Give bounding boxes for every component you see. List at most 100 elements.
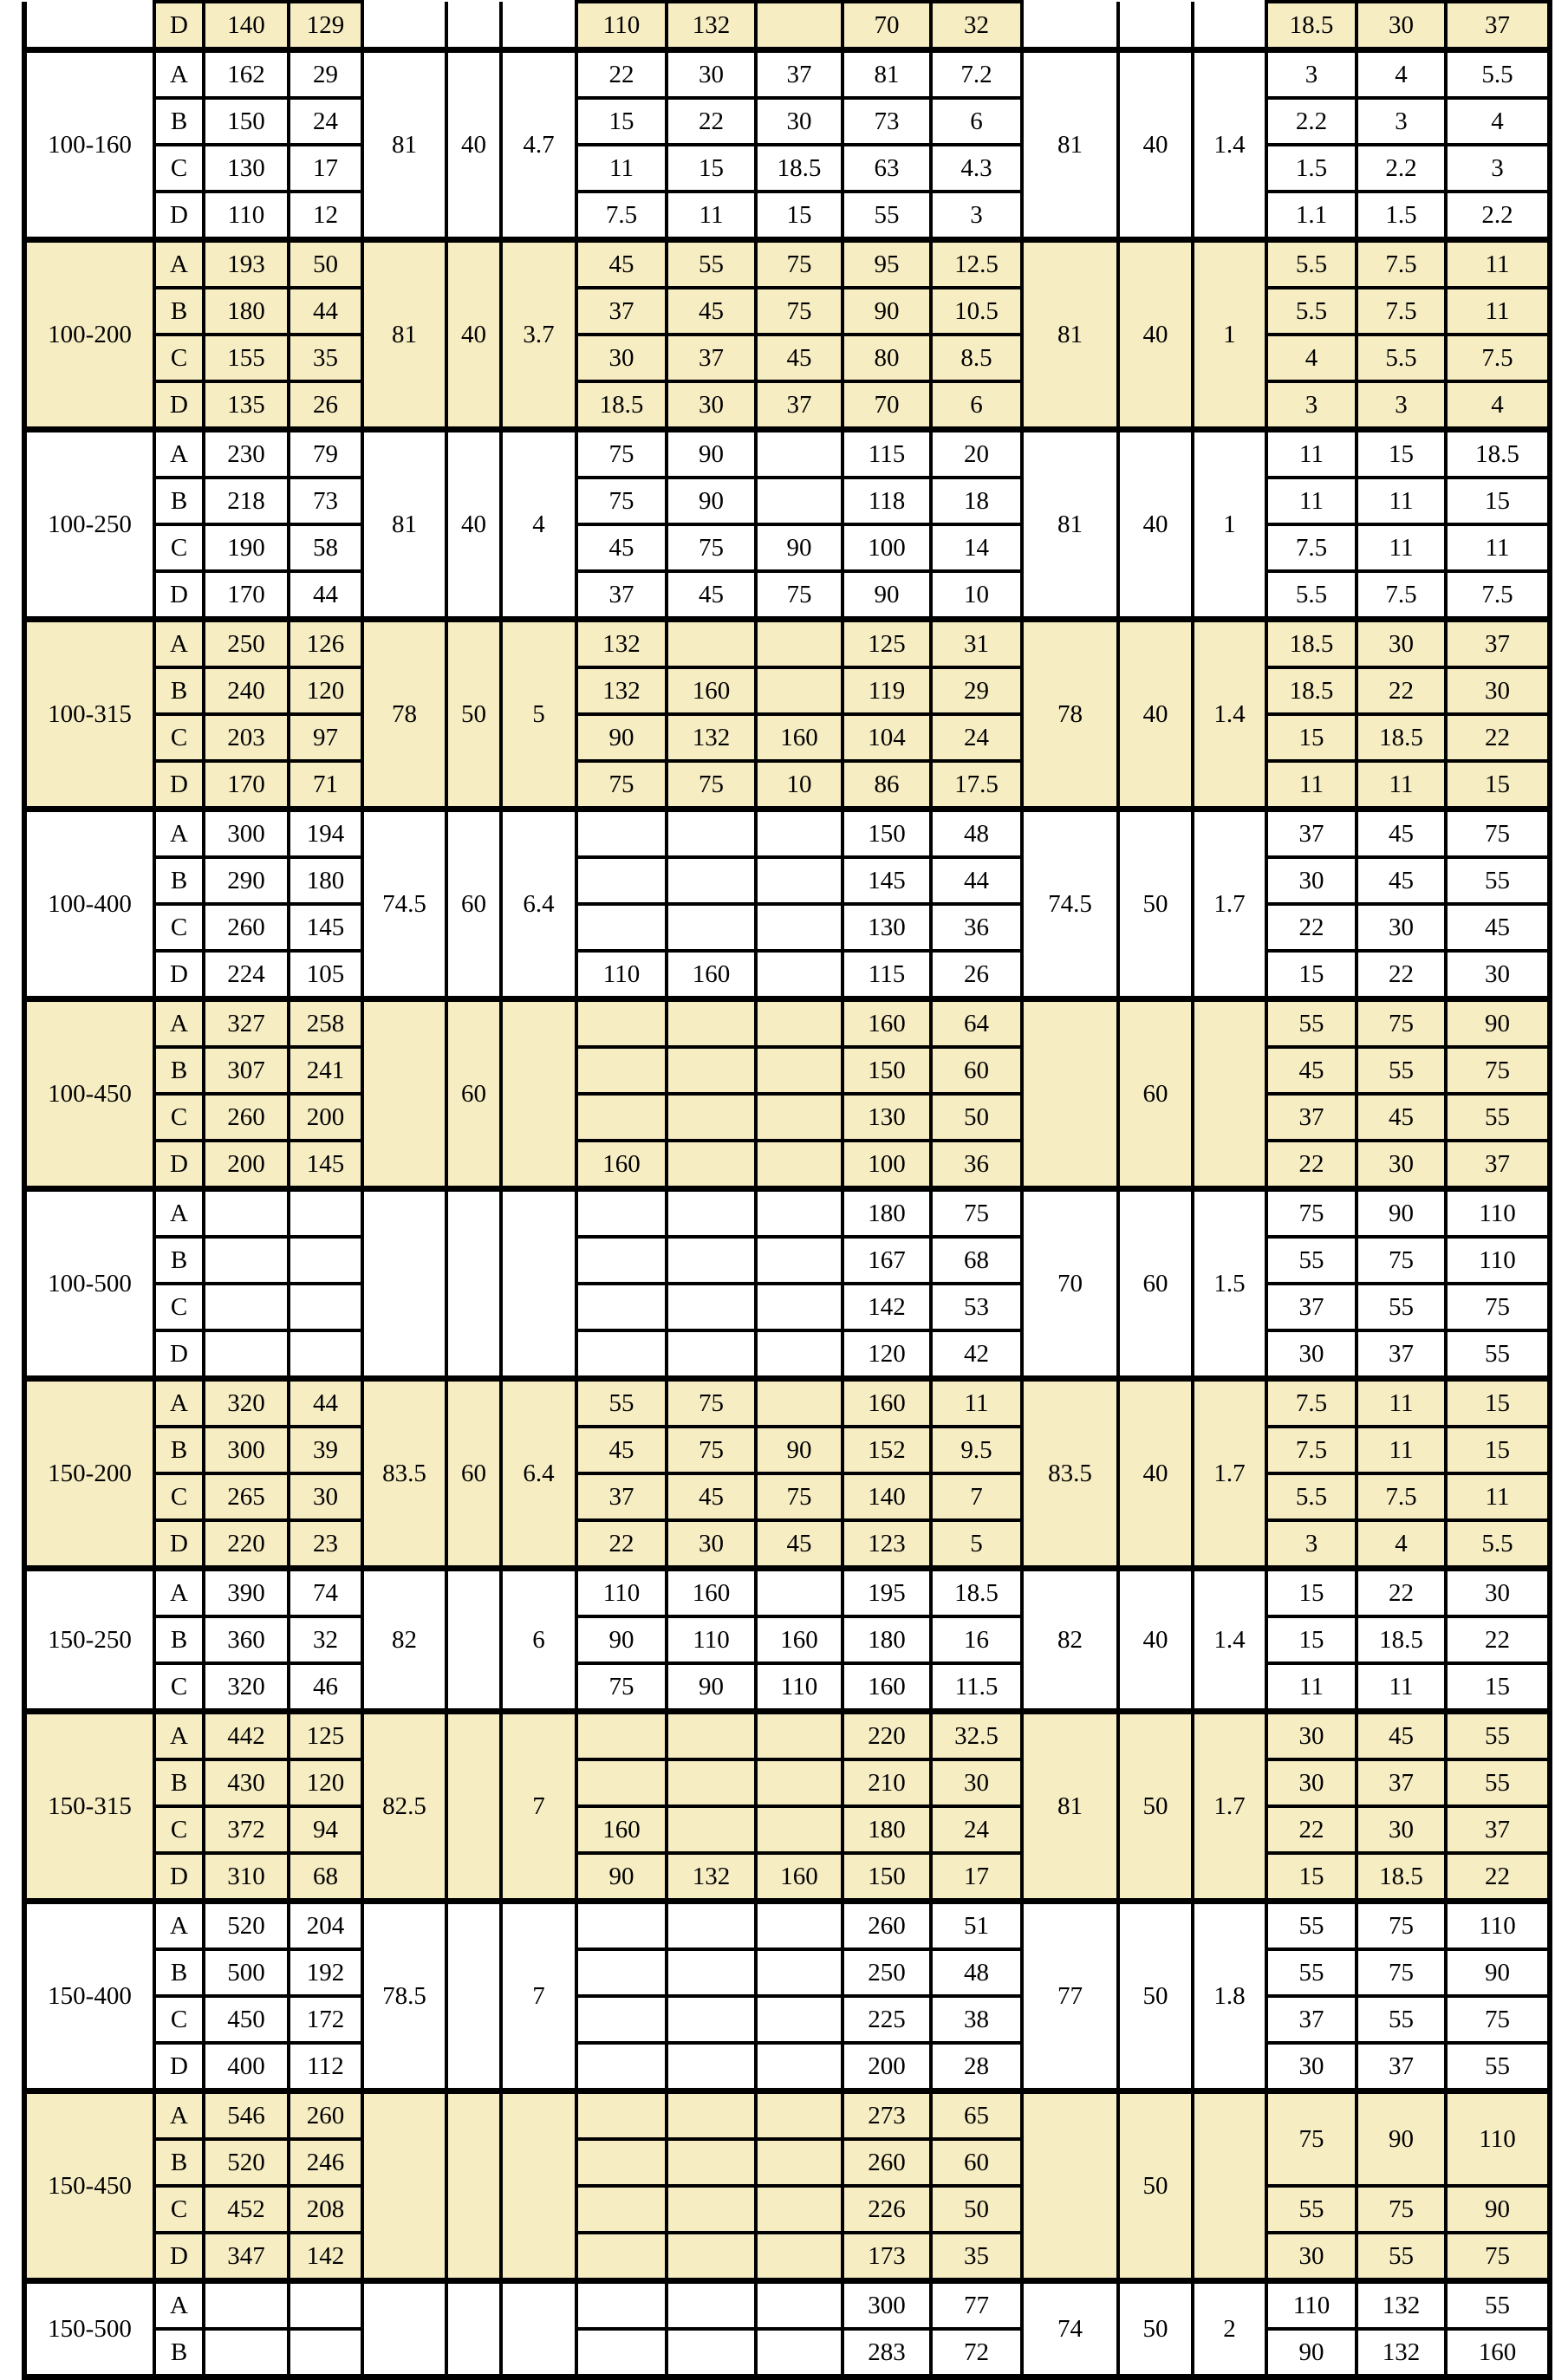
value-cell: 7.5 xyxy=(1355,1472,1448,1522)
variant-cell: C xyxy=(153,143,205,193)
value-cell xyxy=(575,2137,668,2188)
value-cell: 125 xyxy=(287,1708,364,1761)
value-cell: 200 xyxy=(287,1092,364,1142)
merged-cell: 50 xyxy=(1116,1708,1194,1903)
table-row: 100-500 A 180 75 70 60 1.5 75 90 110 xyxy=(23,1186,1552,1381)
value-cell: 55 xyxy=(1355,1282,1448,1332)
variant-cell: D xyxy=(153,1329,205,1381)
value-cell: 18.5 xyxy=(1355,712,1448,763)
value-cell: 45 xyxy=(1355,1708,1448,1761)
value-cell: 15 xyxy=(1265,949,1358,1001)
value-cell: 17 xyxy=(287,143,364,193)
value-cell: 14 xyxy=(929,523,1024,573)
variant-cell: C xyxy=(153,2184,205,2234)
merged-cell: 83.5 xyxy=(1020,1375,1120,1570)
value-cell: 32.5 xyxy=(929,1708,1024,1761)
value-cell: 118 xyxy=(841,476,933,526)
table-row: D 200 145 160 100 36 22 30 37 xyxy=(24,1139,1552,1191)
value-cell: 250 xyxy=(202,616,290,669)
value-cell: 126 xyxy=(287,616,364,669)
variant-cell: B xyxy=(153,96,205,146)
value-cell: 3 xyxy=(1355,380,1448,432)
value-cell: 246 xyxy=(287,2137,364,2188)
merged-cell xyxy=(361,2088,448,2283)
value-cell: 6 xyxy=(929,96,1024,146)
table-row: 150-400 A 520 204 78.5 7 260 51 77 50 1.8 55 75 110 xyxy=(23,1898,1552,2093)
merged-cell: 1.4 xyxy=(1191,1565,1268,1713)
value-cell: 180 xyxy=(841,1805,933,1855)
value-cell: 48 xyxy=(929,1948,1024,1998)
merged-cell: 7 xyxy=(499,1708,578,1903)
merged-cell xyxy=(499,996,578,1191)
value-cell: 30 xyxy=(1265,1708,1358,1761)
variant-cell: D xyxy=(153,949,205,1001)
value-cell: 30 xyxy=(1265,1758,1358,1808)
merged-cell: 50 xyxy=(1116,2278,1194,2379)
merged-cell: 60 xyxy=(1116,1186,1194,1381)
value-cell: 30 xyxy=(1355,0,1448,52)
value-cell: 7.5 xyxy=(1265,1375,1358,1428)
value-cell: 37 xyxy=(754,380,844,432)
table-row: 100-250 A 230 79 81 40 4 75 90 115 20 81 40 1 11 15 18.5 xyxy=(23,426,1552,621)
value-cell: 3 xyxy=(1265,380,1358,432)
value-cell xyxy=(665,1139,758,1191)
merged-cell: 3.7 xyxy=(499,237,578,432)
value-cell: 112 xyxy=(287,2041,364,2093)
value-cell: 15 xyxy=(754,190,844,242)
value-cell: 104 xyxy=(841,712,933,763)
value-cell: 22 xyxy=(1355,666,1448,716)
value-cell: 30 xyxy=(665,1518,758,1570)
value-cell: 11 xyxy=(929,1375,1024,1428)
value-cell: 37 xyxy=(1355,1758,1448,1808)
merged-cell xyxy=(361,2,448,52)
variant-cell: B xyxy=(153,1045,205,1096)
value-cell: 110 xyxy=(575,1565,668,1618)
value-cell xyxy=(754,949,844,1001)
value-cell: 195 xyxy=(841,1565,933,1618)
value-cell xyxy=(575,1235,668,1285)
value-cell: 172 xyxy=(287,1994,364,2045)
table-row: C 190 58 45 75 90 100 14 7.5 11 11 xyxy=(24,523,1552,573)
value-cell: 10.5 xyxy=(929,286,1024,336)
value-cell: 110 xyxy=(575,949,668,1001)
value-cell: 50 xyxy=(287,237,364,289)
value-cell: 55 xyxy=(1355,1994,1448,2045)
value-cell: 75 xyxy=(1265,1186,1358,1239)
value-cell: 310 xyxy=(202,1851,290,1903)
value-cell: 7.5 xyxy=(1355,237,1448,289)
value-cell: 75 xyxy=(754,286,844,336)
value-cell: 110 xyxy=(754,1661,844,1713)
table-row: 150-200 A 320 44 83.5 60 6.4 55 75 160 11 83.5 40 1.7… xyxy=(23,1375,1552,1570)
value-cell: 58 xyxy=(287,523,364,573)
value-cell: 1.5 xyxy=(1355,190,1448,242)
table-row: B 240 120 132 160 119 29 18.5 22 30 xyxy=(24,666,1552,716)
value-cell: 44 xyxy=(929,855,1024,906)
value-cell: 39 xyxy=(287,1425,364,1475)
value-cell: 260 xyxy=(841,1898,933,1951)
value-cell: 7.5 xyxy=(1265,1425,1358,1475)
value-cell xyxy=(665,616,758,669)
value-cell: 546 xyxy=(202,2088,290,2141)
value-cell: 160 xyxy=(665,1565,758,1618)
value-cell: 45 xyxy=(1355,1092,1448,1142)
variant-cell: A xyxy=(153,1186,205,1239)
value-cell: 7 xyxy=(929,1472,1024,1522)
value-cell: 37 xyxy=(1265,1994,1358,2045)
variant-cell: C xyxy=(153,1994,205,2045)
table-row: C 260 200 130 50 37 45 55 xyxy=(24,1092,1552,1142)
value-cell xyxy=(575,1045,668,1096)
value-cell: 1.5 xyxy=(1265,143,1358,193)
value-cell: 30 xyxy=(1355,1805,1448,1855)
value-cell: 160 xyxy=(841,1661,933,1713)
variant-cell: C xyxy=(153,333,205,383)
value-cell: 500 xyxy=(202,1948,290,1998)
value-cell xyxy=(754,2137,844,2188)
variant-cell: B xyxy=(153,1948,205,1998)
value-cell: 120 xyxy=(287,1758,364,1808)
value-cell: 30 xyxy=(1355,902,1448,953)
value-cell: 193 xyxy=(202,237,290,289)
merged-cell xyxy=(499,2,578,52)
value-cell: 45 xyxy=(575,237,668,289)
value-cell: 180 xyxy=(841,1186,933,1239)
value-cell: 283 xyxy=(841,2327,933,2379)
